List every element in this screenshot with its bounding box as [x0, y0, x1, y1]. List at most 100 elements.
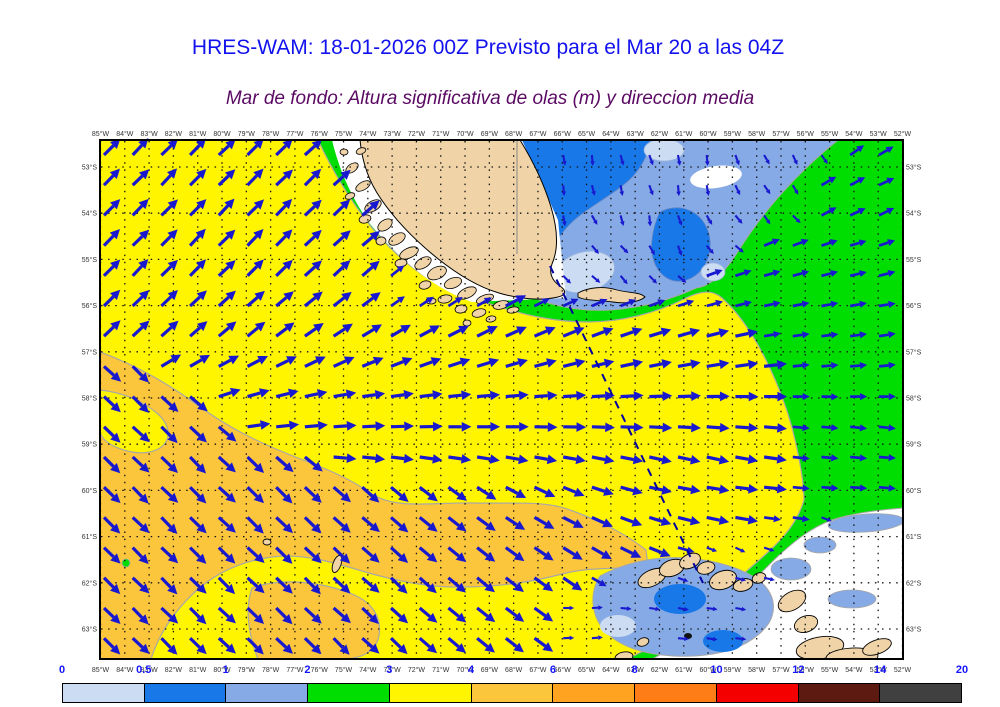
- arrow-head: [253, 168, 264, 179]
- arrow-head: [312, 461, 323, 472]
- lon-label: 55°W: [821, 666, 839, 674]
- arrow-head: [369, 260, 380, 271]
- arrow-shaft: [276, 423, 290, 429]
- arrow-shaft: [706, 455, 721, 462]
- arrow-shaft: [505, 361, 520, 368]
- arrow-shaft: [102, 425, 115, 438]
- arrow-shaft: [303, 327, 317, 338]
- island: [457, 286, 477, 300]
- arrow-head: [748, 422, 759, 433]
- arrow-shaft: [246, 486, 259, 498]
- arrow-shaft: [303, 455, 317, 467]
- arrow-head: [253, 523, 264, 534]
- arrow-head: [340, 583, 351, 594]
- arrow-shaft: [332, 606, 345, 618]
- arrow-shaft: [303, 486, 316, 498]
- arrow-shaft: [677, 485, 692, 492]
- arrow-shaft: [648, 245, 654, 252]
- arrow-head: [461, 421, 472, 432]
- arrow-head: [591, 190, 596, 196]
- arrow-shaft: [620, 515, 634, 524]
- arrow-shaft: [505, 329, 519, 338]
- arrow-shaft: [361, 296, 374, 308]
- arrow-shaft: [447, 546, 460, 558]
- island: [414, 256, 432, 270]
- arrow-head: [287, 388, 299, 399]
- arrow-shaft: [590, 214, 596, 222]
- lon-label: 60°W: [699, 130, 717, 138]
- arrow-head: [485, 490, 497, 500]
- arrow-shaft: [303, 235, 316, 247]
- arrow-head: [690, 359, 701, 369]
- arrow-shaft: [791, 154, 797, 162]
- arrow-shaft: [448, 393, 462, 399]
- arrow-shaft: [821, 302, 832, 308]
- arrow-head: [343, 356, 355, 366]
- arrow-head: [139, 320, 150, 331]
- arrow-head: [167, 199, 178, 210]
- arrow-head: [662, 391, 673, 401]
- arrow-shaft: [188, 637, 201, 649]
- colorbar-value: 2: [304, 664, 311, 676]
- arrow-head: [456, 491, 468, 501]
- lon-label: 69°W: [481, 666, 499, 674]
- island: [437, 294, 453, 304]
- arrow-shaft: [878, 303, 889, 308]
- arrow-head: [196, 493, 207, 504]
- arrow-shaft: [706, 301, 717, 308]
- arrow-shaft: [246, 144, 259, 157]
- lon-label: 71°W: [432, 130, 450, 138]
- arrow-head: [426, 552, 438, 563]
- arrow-head: [455, 552, 467, 563]
- graticule: [100, 141, 903, 658]
- arrow-shaft: [562, 275, 569, 282]
- arrow-shaft: [131, 325, 144, 338]
- arrow-head: [455, 521, 467, 532]
- arrow-head: [547, 390, 558, 401]
- colorbar-segment: [144, 684, 227, 702]
- arrow-shaft: [246, 326, 259, 338]
- arrow-head: [831, 393, 839, 401]
- arrow-shaft: [620, 362, 634, 368]
- arrow-head: [426, 296, 434, 304]
- arrow-shaft: [649, 425, 663, 430]
- arrow-shaft: [447, 360, 462, 368]
- arrow-shaft: [849, 241, 861, 247]
- arrow-head: [253, 644, 264, 655]
- arrow-head: [368, 492, 380, 503]
- arrow-shaft: [591, 394, 606, 399]
- arrow-head: [110, 613, 121, 624]
- arrow-shaft: [734, 154, 739, 162]
- arrow-head: [771, 238, 780, 246]
- arrow-head: [776, 423, 788, 433]
- arrow-shaft: [850, 364, 861, 368]
- arrow-head: [110, 320, 121, 331]
- arrow-shaft: [246, 546, 259, 558]
- axis-labels: 85°W 85°W 84°W 84°W 83°W 83°W 82°W 82°W 81°W 81°W…: [82, 130, 922, 674]
- arrow-head: [633, 422, 644, 433]
- arrow-shaft: [705, 244, 712, 252]
- arrow-shaft: [677, 576, 685, 581]
- lat-label: 54°S: [82, 210, 98, 218]
- arrow-head: [660, 327, 672, 337]
- arrow-shaft: [505, 393, 520, 399]
- arrow-head: [372, 356, 384, 366]
- arrow-head: [168, 320, 179, 331]
- arrow-shaft: [534, 455, 548, 461]
- arrow-shaft: [102, 576, 115, 589]
- arrow-shaft: [504, 516, 518, 527]
- arrow-head: [432, 421, 443, 432]
- arrow-head: [454, 296, 463, 304]
- arrow-shaft: [303, 205, 316, 217]
- arrow-head: [769, 576, 775, 582]
- arrow-head: [138, 198, 149, 210]
- arrow-head: [224, 583, 236, 595]
- arrow-shaft: [476, 636, 489, 648]
- arrow-shaft: [878, 209, 889, 217]
- arrow-head: [253, 492, 265, 504]
- island: [454, 304, 468, 314]
- arrow-head: [110, 199, 121, 210]
- arrow-shaft: [361, 486, 374, 498]
- arrow-head: [718, 455, 730, 465]
- arrow-shaft: [160, 204, 173, 217]
